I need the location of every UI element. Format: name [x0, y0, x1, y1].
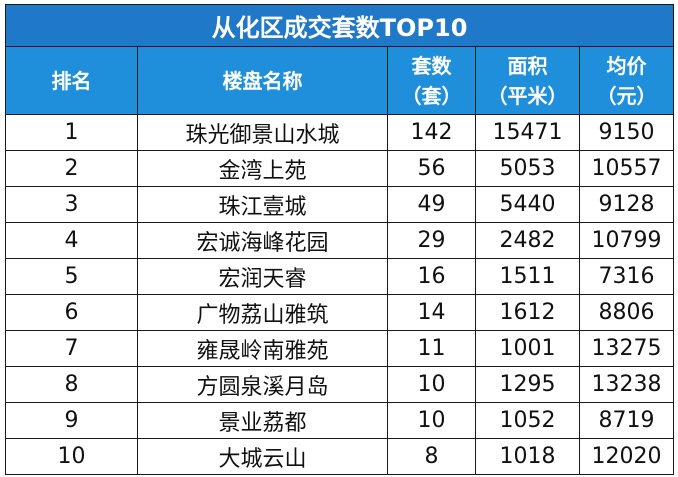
header-area-unit: （平米） [487, 83, 568, 108]
project-name-cell: 宏润天睿 [137, 258, 388, 295]
project-name-cell: 宏诚海峰花园 [137, 222, 388, 259]
rank-cell: 4 [5, 222, 138, 259]
area-cell: 15471 [475, 114, 580, 151]
units-cell: 16 [387, 258, 476, 295]
header-rank-label: 排名 [51, 68, 92, 93]
rank-cell: 6 [5, 294, 138, 331]
rank-cell: 10 [5, 438, 138, 475]
header-avg-price: 均价 （元） [578, 46, 675, 115]
header-project-name: 楼盘名称 [137, 46, 388, 115]
rank-cell: 8 [5, 366, 138, 403]
project-name-cell: 大城云山 [137, 438, 388, 475]
header-units-label: 套数 [411, 53, 452, 78]
table-row: 10 大城云山 8 1018 12020 [5, 438, 675, 475]
table-row: 5 宏润天睿 16 1511 7316 [5, 258, 675, 295]
ranking-table: 从化区成交套数TOP10 排名 楼盘名称 套数 （套） 面积 （平米） [4, 4, 675, 475]
project-name-cell: 金湾上苑 [137, 150, 388, 187]
header-area: 面积 （平米） [475, 46, 580, 115]
avg-price-cell: 13275 [578, 330, 675, 367]
table-title: 从化区成交套数TOP10 [4, 4, 675, 47]
area-cell: 1295 [475, 366, 580, 403]
units-cell: 10 [387, 402, 476, 439]
area-cell: 1612 [475, 294, 580, 331]
table-row: 6 广物荔山雅筑 14 1612 8806 [5, 294, 675, 331]
units-cell: 10 [387, 366, 476, 403]
units-cell: 11 [387, 330, 476, 367]
avg-price-cell: 9128 [578, 186, 675, 223]
area-cell: 5053 [475, 150, 580, 187]
table-row: 8 方圆泉溪月岛 10 1295 13238 [5, 366, 675, 403]
area-cell: 5440 [475, 186, 580, 223]
units-cell: 56 [387, 150, 476, 187]
project-name-cell: 珠光御景山水城 [137, 114, 388, 151]
header-avg-price-label: 均价 [606, 53, 647, 78]
table-row: 9 景业荔都 10 1052 8719 [5, 402, 675, 439]
header-units-unit: （套） [401, 83, 462, 108]
area-cell: 2482 [475, 222, 580, 259]
rank-cell: 7 [5, 330, 138, 367]
avg-price-cell: 12020 [578, 438, 675, 475]
units-cell: 49 [387, 186, 476, 223]
header-project-name-label: 楼盘名称 [222, 68, 303, 93]
table-row: 4 宏诚海峰花园 29 2482 10799 [5, 222, 675, 259]
units-cell: 8 [387, 438, 476, 475]
units-cell: 142 [387, 114, 476, 151]
avg-price-cell: 8806 [578, 294, 675, 331]
project-name-cell: 珠江壹城 [137, 186, 388, 223]
ranking-table-container: 从化区成交套数TOP10 排名 楼盘名称 套数 （套） 面积 （平米） [4, 4, 675, 475]
units-cell: 14 [387, 294, 476, 331]
project-name-cell: 方圆泉溪月岛 [137, 366, 388, 403]
avg-price-cell: 10799 [578, 222, 675, 259]
area-cell: 1018 [475, 438, 580, 475]
header-rank: 排名 [5, 46, 138, 115]
units-cell: 29 [387, 222, 476, 259]
rank-cell: 2 [5, 150, 138, 187]
rank-cell: 9 [5, 402, 138, 439]
header-units: 套数 （套） [387, 46, 476, 115]
rank-cell: 5 [5, 258, 138, 295]
avg-price-cell: 13238 [578, 366, 675, 403]
table-row: 2 金湾上苑 56 5053 10557 [5, 150, 675, 187]
area-cell: 1511 [475, 258, 580, 295]
rank-cell: 3 [5, 186, 138, 223]
avg-price-cell: 10557 [578, 150, 675, 187]
avg-price-cell: 8719 [578, 402, 675, 439]
table-row: 1 珠光御景山水城 142 15471 9150 [5, 114, 675, 151]
avg-price-cell: 9150 [578, 114, 675, 151]
table-row: 7 雍晟岭南雅苑 11 1001 13275 [5, 330, 675, 367]
area-cell: 1052 [475, 402, 580, 439]
header-avg-price-unit: （元） [596, 83, 657, 108]
rank-cell: 1 [5, 114, 138, 151]
project-name-cell: 广物荔山雅筑 [137, 294, 388, 331]
avg-price-cell: 7316 [578, 258, 675, 295]
header-row: 排名 楼盘名称 套数 （套） 面积 （平米） 均价 （元） [5, 46, 675, 115]
header-area-label: 面积 [507, 53, 548, 78]
project-name-cell: 雍晟岭南雅苑 [137, 330, 388, 367]
project-name-cell: 景业荔都 [137, 402, 388, 439]
area-cell: 1001 [475, 330, 580, 367]
table-row: 3 珠江壹城 49 5440 9128 [5, 186, 675, 223]
